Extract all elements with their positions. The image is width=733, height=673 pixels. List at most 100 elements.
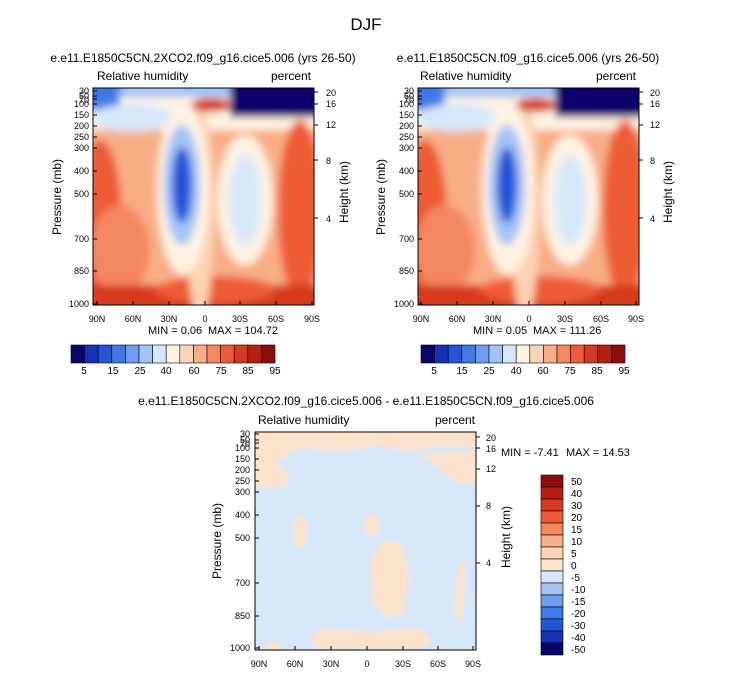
y-tick-label: 500 <box>235 533 250 543</box>
y-tick-label: 700 <box>399 234 414 244</box>
y-tick-label: 70 <box>404 95 414 105</box>
y-tick-label: 150 <box>235 454 250 464</box>
y-tick-label: 30 <box>240 429 250 439</box>
y-tick-label: 850 <box>399 266 414 276</box>
colorbar-label: 20 <box>571 513 583 524</box>
colorbar-label: -50 <box>571 645 586 656</box>
panel-2-title: e.e11.E1850C5CN.f09_g16.cice5.006 (yrs 2… <box>397 51 660 65</box>
y-tick-label: 300 <box>399 143 414 153</box>
panel-3-y-axis: 30 50 70 100 150 200 250 300 400 500 700… <box>210 429 259 653</box>
y-tick-label: 70 <box>79 95 89 105</box>
panel-2-y2label: Height (km) <box>661 161 675 223</box>
x-tick-label: 90N <box>413 314 430 324</box>
colorbar-swatch <box>447 344 463 364</box>
y-tick-label: 850 <box>74 266 89 276</box>
colorbar-swatch <box>125 344 140 364</box>
panel-3-field <box>255 432 476 650</box>
panel-3-colorbar <box>540 474 564 656</box>
colorbar-swatch <box>540 642 564 656</box>
colorbar-swatch <box>138 344 153 364</box>
panel-3-left-label: Relative humidity <box>258 413 349 427</box>
y2-tick-label: 4 <box>650 214 655 224</box>
colorbar-label: 40 <box>160 366 172 377</box>
y-tick-label: 400 <box>399 166 414 176</box>
y2-tick-label: 20 <box>486 433 496 443</box>
x-tick-label: 90S <box>465 659 481 669</box>
y2-tick-label: 12 <box>486 464 496 474</box>
y-tick-label: 700 <box>235 578 250 588</box>
colorbar-swatch <box>97 344 113 364</box>
colorbar-swatch <box>540 630 564 644</box>
colorbar-label: -10 <box>571 585 586 596</box>
y-tick-label: 150 <box>399 110 414 120</box>
panel-2-colorbar-labels: 5 15 25 40 60 75 85 95 <box>431 366 630 377</box>
colorbar-label: 75 <box>215 366 227 377</box>
colorbar-label: 15 <box>456 366 468 377</box>
colorbar-label: -15 <box>571 597 586 608</box>
y2-tick-label: 12 <box>326 120 336 130</box>
x-tick-label: 0 <box>202 314 207 324</box>
colorbar-swatch <box>540 474 564 488</box>
x-tick-label: 30N <box>161 314 178 324</box>
y-tick-label: 200 <box>235 465 250 475</box>
panel-3-y2-axis: 20 16 12 8 4 Height (km) <box>476 433 513 568</box>
colorbar-swatch <box>206 344 221 364</box>
colorbar-label: -20 <box>571 609 586 620</box>
y-tick-label: 250 <box>399 132 414 142</box>
panel-3-y2label: Height (km) <box>499 506 513 568</box>
colorbar-swatch <box>488 344 503 364</box>
colorbar-label: 25 <box>134 366 146 377</box>
colorbar-swatch <box>570 344 585 364</box>
colorbar-swatch <box>70 344 85 364</box>
y-tick-label: 50 <box>404 91 414 101</box>
colorbar-label: 40 <box>510 366 522 377</box>
colorbar-label: 10 <box>571 537 583 548</box>
panel-3-right-label: percent <box>435 413 476 427</box>
panel-1-left-label: Relative humidity <box>97 69 188 83</box>
x-tick-label: 30N <box>485 314 502 324</box>
panel-2-x-axis: 90N 60N 30N 0 30S 60S 90S <box>413 301 644 324</box>
panel-1-title: e.e11.E1850C5CN.2XCO2.f09_g16.cice5.006 … <box>50 51 355 65</box>
colorbar-swatch <box>529 344 544 364</box>
colorbar-label: 25 <box>483 366 495 377</box>
panel-1-right-label: percent <box>271 69 312 83</box>
colorbar-swatch <box>475 344 490 364</box>
x-tick-label: 90N <box>251 659 268 669</box>
colorbar-swatch <box>540 582 564 596</box>
x-tick-label: 30S <box>395 659 411 669</box>
y-tick-label: 100 <box>235 443 250 453</box>
y-tick-label: 200 <box>74 121 89 131</box>
y2-tick-label: 8 <box>486 501 491 511</box>
colorbar-swatch <box>540 606 564 620</box>
panel-2-y-axis: 30 50 70 100 150 200 250 300 400 500 700… <box>374 86 422 309</box>
colorbar-label: -5 <box>571 573 580 584</box>
colorbar-label: 30 <box>571 501 583 512</box>
colorbar-label: 5 <box>431 366 437 377</box>
colorbar-label: -30 <box>571 621 586 632</box>
panel-3-max: MAX = 14.53 <box>566 447 630 459</box>
x-tick-label: 60S <box>430 659 446 669</box>
panel-1: e.e11.E1850C5CN.2XCO2.f09_g16.cice5.006 … <box>50 51 356 377</box>
colorbar-swatch <box>540 570 564 584</box>
colorbar-swatch <box>583 344 599 364</box>
y-tick-label: 700 <box>74 234 89 244</box>
colorbar-label: 85 <box>591 366 603 377</box>
panel-1-y2label: Height (km) <box>337 161 351 223</box>
x-tick-label: 90S <box>304 314 320 324</box>
y2-tick-label: 4 <box>486 558 491 568</box>
y-tick-label: 500 <box>74 189 89 199</box>
y-tick-label: 500 <box>399 189 414 199</box>
panel-1-y2-axis: 20 16 12 8 4 Height (km) <box>314 88 351 224</box>
colorbar-swatch <box>540 510 564 524</box>
colorbar-swatch <box>515 344 531 364</box>
colorbar-swatch <box>261 344 276 364</box>
colorbar-swatch <box>111 344 126 364</box>
colorbar-label: -40 <box>571 633 586 644</box>
y-tick-label: 100 <box>74 99 89 109</box>
y-tick-label: 30 <box>404 86 414 96</box>
y2-tick-label: 16 <box>650 99 660 109</box>
panel-1-field <box>93 88 314 305</box>
colorbar-swatch <box>193 344 208 364</box>
colorbar-swatch <box>434 344 449 364</box>
colorbar-label: 60 <box>188 366 200 377</box>
